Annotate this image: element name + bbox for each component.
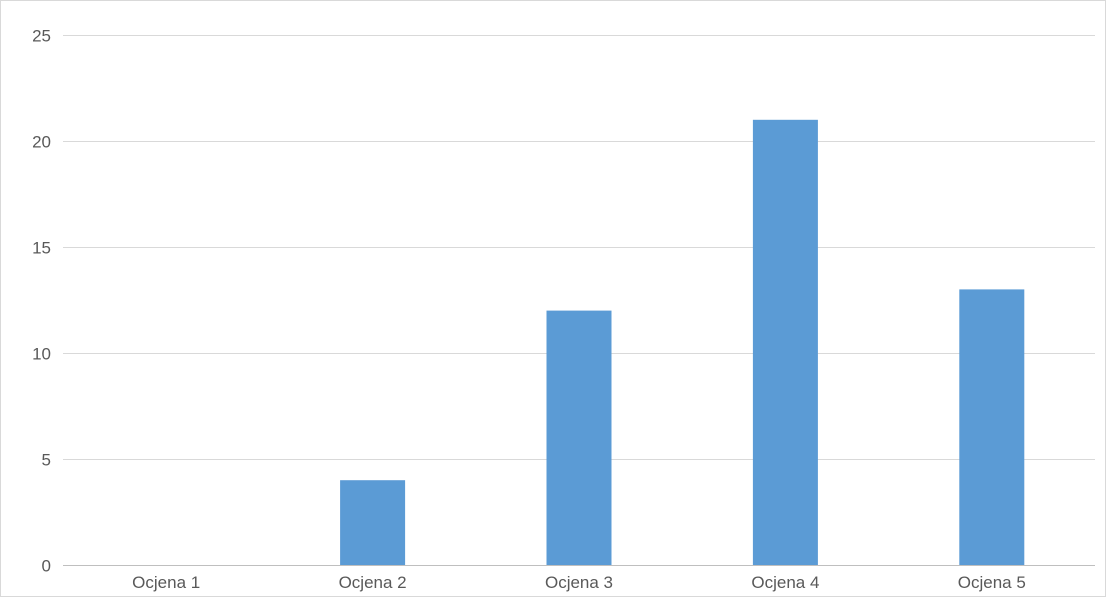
x-tick-label: Ocjena 5 <box>958 573 1026 592</box>
bars <box>340 119 1025 566</box>
x-tick-label: Ocjena 1 <box>132 573 200 592</box>
bar <box>752 119 818 566</box>
y-tick-label: 20 <box>32 133 51 152</box>
y-tick-label: 10 <box>32 345 51 364</box>
y-tick-label: 0 <box>42 557 51 576</box>
y-tick-labels: 0 5 10 15 20 25 <box>32 27 51 576</box>
bar <box>546 310 612 565</box>
y-tick-label: 25 <box>32 27 51 46</box>
x-tick-label: Ocjena 4 <box>751 573 819 592</box>
y-grid <box>63 35 1095 460</box>
bar <box>959 289 1025 565</box>
y-tick-label: 15 <box>32 239 51 258</box>
x-tick-label: Ocjena 3 <box>545 573 613 592</box>
y-tick-label: 5 <box>42 451 51 470</box>
x-tick-label: Ocjena 2 <box>339 573 407 592</box>
bar <box>340 480 406 565</box>
x-tick-labels: Ocjena 1 Ocjena 2 Ocjena 3 Ocjena 4 Ocjena 5 <box>132 573 1026 592</box>
